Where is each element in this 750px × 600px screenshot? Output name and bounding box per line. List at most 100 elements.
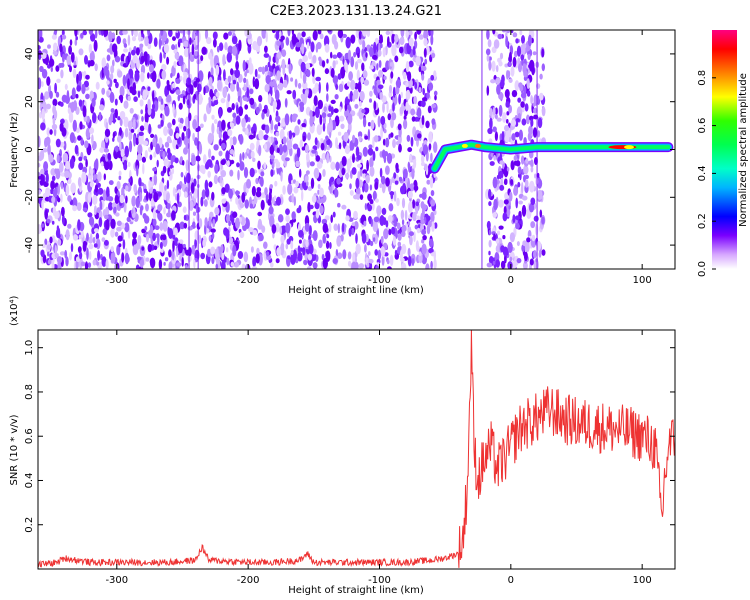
heatmap-noise-cell	[208, 96, 212, 109]
heatmap-noise-cell	[510, 66, 515, 77]
heatmap-noise-cell	[263, 134, 269, 141]
heatmap-noise-cell	[248, 227, 254, 233]
heatmap-noise-cell	[400, 91, 403, 99]
heatmap-noise-cell	[385, 165, 390, 175]
heatmap-noise-cell	[144, 36, 149, 47]
heatmap-noise-cell	[323, 106, 327, 112]
heatmap-noise-cell	[114, 98, 118, 106]
heatmap-noise-cell	[390, 190, 394, 200]
heatmap-noise-cell	[414, 116, 420, 122]
heatmap-noise-cell	[280, 234, 285, 244]
heatmap-noise-cell	[301, 146, 306, 151]
heatmap-noise-cell	[335, 137, 338, 149]
heatmap-noise-cell	[487, 127, 493, 135]
heatmap-noise-cell	[98, 217, 103, 228]
heatmap-noise-cell	[529, 180, 535, 193]
heatmap-noise-cell	[272, 232, 275, 239]
heatmap-noise-cell	[488, 188, 492, 200]
heatmap-noise-cell	[421, 243, 427, 255]
heatmap-noise-cell	[270, 169, 274, 177]
heatmap-noise-cell	[537, 130, 541, 138]
y-tick-label: 40	[24, 48, 35, 61]
heatmap-noise-cell	[286, 90, 292, 95]
heatmap-noise-cell	[123, 43, 128, 48]
heatmap-noise-cell	[414, 81, 418, 90]
heatmap-noise-cell	[163, 261, 166, 266]
heatmap-noise-cell	[201, 189, 206, 200]
heatmap-noise-cell	[400, 209, 405, 220]
heatmap-noise-cell	[366, 107, 370, 114]
heatmap-noise-cell	[492, 106, 496, 116]
heatmap-noise-cell	[508, 78, 513, 83]
heatmap-noise-cell	[102, 189, 107, 202]
heatmap-noise-cell	[310, 177, 315, 189]
heatmap-noise-cell	[430, 199, 436, 207]
heatmap-noise-cell	[152, 218, 157, 227]
heatmap-noise-cell	[249, 88, 254, 95]
heatmap-noise-cell	[338, 83, 344, 93]
heatmap-noise-cell	[391, 112, 397, 121]
heatmap-noise-cell	[251, 186, 256, 197]
heatmap-noise-cell	[408, 37, 414, 47]
heatmap-noise-cell	[321, 253, 325, 261]
heatmap-noise-cell	[418, 66, 422, 73]
heatmap-noise-cell	[261, 111, 265, 120]
heatmap-noise-cell	[375, 146, 379, 152]
heatmap-noise-cell	[156, 159, 159, 168]
heatmap-noise-cell	[249, 167, 255, 178]
heatmap-noise-cell	[340, 234, 344, 242]
heatmap-noise-cell	[124, 145, 129, 158]
heatmap-noise-cell	[512, 56, 517, 68]
heatmap-noise-cell	[355, 177, 360, 189]
heatmap-noise-cell	[78, 156, 83, 162]
heatmap-noise-cell	[302, 247, 306, 256]
heatmap-noise-cell	[324, 215, 330, 221]
heatmap-noise-cell	[203, 113, 207, 123]
heatmap-noise-cell	[517, 57, 521, 65]
heatmap-noise-cell	[101, 256, 107, 267]
heatmap-noise-cell	[44, 137, 48, 148]
heatmap-noise-cell	[189, 84, 194, 95]
heatmap-noise-cell	[218, 131, 222, 139]
heatmap-noise-cell	[419, 193, 424, 198]
heatmap-noise-cell	[210, 66, 214, 78]
heatmap-noise-cell	[85, 159, 88, 168]
heatmap-noise-cell	[326, 58, 329, 64]
heatmap-noise-cell	[392, 141, 396, 147]
heatmap-noise-cell	[410, 201, 413, 212]
heatmap-noise-cell	[392, 102, 395, 112]
heatmap-noise-cell	[381, 254, 385, 266]
heatmap-noise-cell	[203, 86, 206, 96]
heatmap-noise-cell	[44, 238, 48, 246]
heatmap-noise-cell	[97, 187, 104, 195]
heatmap-noise-cell	[428, 143, 432, 151]
heatmap-noise-cell	[57, 197, 61, 203]
heatmap-noise-cell	[153, 245, 158, 250]
heatmap-noise-cell	[541, 106, 546, 117]
heatmap-noise-cell	[256, 247, 260, 255]
heatmap-noise-cell	[491, 60, 496, 72]
heatmap-noise-cell	[528, 125, 533, 135]
heatmap-noise-cell	[164, 257, 169, 262]
heatmap-noise-cell	[89, 250, 92, 260]
heatmap-noise-cell	[530, 95, 533, 105]
heatmap-noise-cell	[120, 148, 125, 158]
heatmap-noise-cell	[407, 190, 413, 199]
heatmap-noise-cell	[255, 190, 262, 198]
heatmap-noise-cell	[166, 94, 172, 103]
heatmap-noise-cell	[285, 208, 290, 215]
heatmap-noise-cell	[325, 240, 330, 249]
heatmap-noise-cell	[334, 187, 338, 198]
heatmap-noise-cell	[105, 121, 109, 131]
heatmap-noise-cell	[399, 249, 403, 261]
heatmap-noise-cell	[341, 204, 347, 210]
heatmap-noise-cell	[183, 147, 188, 155]
heatmap-noise-cell	[166, 84, 172, 91]
heatmap-noise-cell	[364, 244, 367, 253]
heatmap-noise-cell	[303, 55, 307, 61]
heatmap-noise-cell	[40, 122, 46, 131]
heatmap-noise-cell	[430, 34, 434, 46]
heatmap-noise-cell	[498, 225, 504, 230]
y-tick-label: -20	[24, 189, 35, 205]
